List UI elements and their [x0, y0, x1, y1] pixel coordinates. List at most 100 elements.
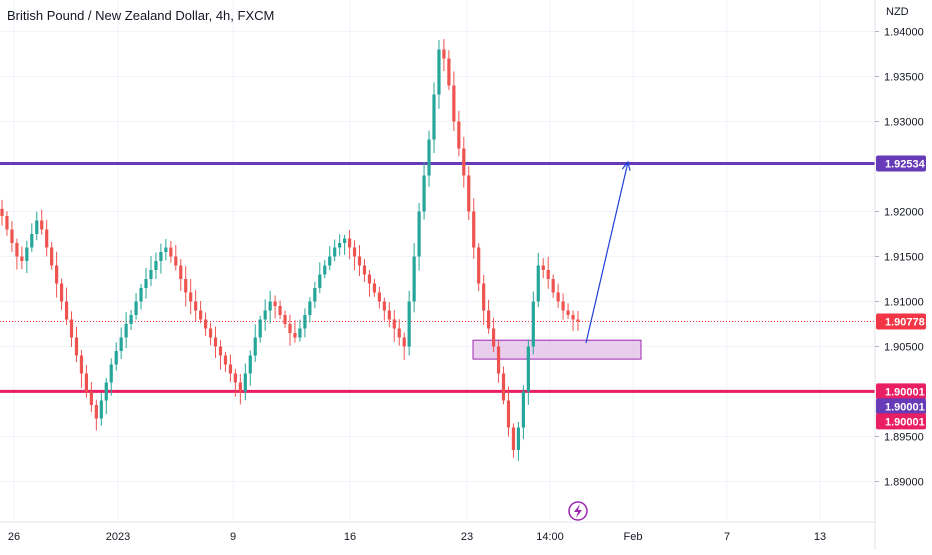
candle [472, 198, 476, 259]
arrow-shaft[interactable] [585, 161, 629, 344]
candle [501, 366, 506, 405]
candle [422, 162, 426, 220]
candle-body [94, 405, 98, 419]
candle [238, 373, 242, 405]
price-axis[interactable]: NZD1.940001.935001.930001.920001.915001.… [874, 0, 932, 550]
candle [452, 71, 456, 132]
candle [84, 365, 89, 398]
candle-body [15, 243, 19, 257]
demand-zone-rect[interactable] [472, 339, 642, 360]
y-tick-label: 1.91000 [884, 297, 924, 309]
candle [35, 211, 39, 241]
candle [333, 239, 337, 262]
candle [318, 262, 322, 294]
candle-body [223, 355, 228, 365]
candle [64, 287, 69, 326]
y-tick-label: 1.94000 [884, 27, 924, 39]
candle-body [338, 243, 342, 248]
candle-body [382, 301, 386, 311]
candle-body [521, 391, 525, 428]
candle-body [74, 337, 79, 356]
candle [352, 240, 357, 271]
candle-body [427, 139, 431, 176]
candle [233, 368, 237, 397]
horizontal-levels [0, 161, 875, 393]
candle [288, 314, 292, 346]
candle-body [556, 292, 560, 302]
candle [303, 308, 307, 338]
candle-body [526, 346, 530, 392]
candle [243, 363, 247, 401]
x-tick-label: 2023 [106, 531, 130, 543]
candle [477, 243, 481, 292]
candle-body [228, 364, 233, 374]
candle [189, 278, 193, 315]
candle-body [546, 270, 550, 279]
candle [253, 324, 257, 362]
resistance-price-tag-text: 1.92534 [885, 158, 926, 170]
candle-body [203, 319, 208, 329]
candle [213, 326, 218, 359]
candle [129, 309, 133, 331]
last-price-tag: 1.90778 [876, 313, 926, 330]
candle-body [144, 279, 148, 288]
support-price-tag-b-text: 1.90001 [885, 401, 925, 413]
candle-body [273, 301, 277, 306]
candle-body [377, 292, 381, 302]
candle [566, 303, 570, 319]
candle [536, 252, 540, 308]
candle-body [477, 247, 481, 284]
x-tick-label: 14:00 [536, 531, 564, 543]
candle-body [35, 220, 39, 234]
projection-arrow[interactable] [585, 160, 631, 344]
candle [328, 246, 332, 271]
candle-body [333, 247, 337, 257]
candle [347, 230, 352, 260]
candle [144, 268, 148, 299]
candle [94, 399, 98, 431]
candle [556, 283, 560, 308]
candle [194, 289, 198, 322]
candle [74, 326, 79, 363]
candle-body [194, 301, 198, 311]
candle [10, 221, 14, 253]
resistance-price-tag: 1.92534 [876, 155, 926, 172]
candle [223, 351, 228, 372]
time-axis[interactable]: 26 2023 9 16 23 14:00 Feb 7 13 [0, 521, 875, 543]
candle-body [501, 373, 506, 401]
candle-body [516, 427, 521, 450]
candle-body [169, 247, 173, 257]
chart-title: British Pound / New Zealand Dollar, 4h, … [7, 8, 275, 23]
candle-body [551, 279, 555, 293]
candle-body [174, 256, 178, 266]
candle [491, 317, 496, 352]
price-tags: 1.92534 1.90778 1.90001 1.90001 1.90001 [876, 155, 926, 430]
resistance-price-tag-bg [876, 155, 926, 172]
candle [382, 297, 386, 321]
lightning-icon[interactable] [568, 501, 588, 521]
candle [203, 312, 208, 336]
candle [119, 327, 123, 359]
candle-body [293, 333, 297, 338]
candle-body [109, 364, 113, 383]
candle-body [298, 328, 302, 338]
candle [417, 202, 421, 271]
candle [516, 421, 521, 461]
candle [15, 238, 19, 270]
candle-body [566, 310, 570, 315]
candle [561, 293, 565, 320]
price-axis-bg [875, 0, 932, 550]
y-tick-label: 1.92000 [884, 207, 924, 219]
candle [377, 286, 381, 309]
candle-body [387, 310, 391, 320]
candle [372, 279, 377, 297]
y-tick-label: 1.89500 [884, 432, 924, 444]
candle [258, 315, 262, 343]
arrow-head[interactable] [621, 160, 631, 171]
candle-body [343, 238, 347, 243]
candle-body [352, 247, 357, 257]
demand-zone[interactable] [472, 339, 642, 360]
last-price-tag-text: 1.90778 [885, 316, 925, 328]
